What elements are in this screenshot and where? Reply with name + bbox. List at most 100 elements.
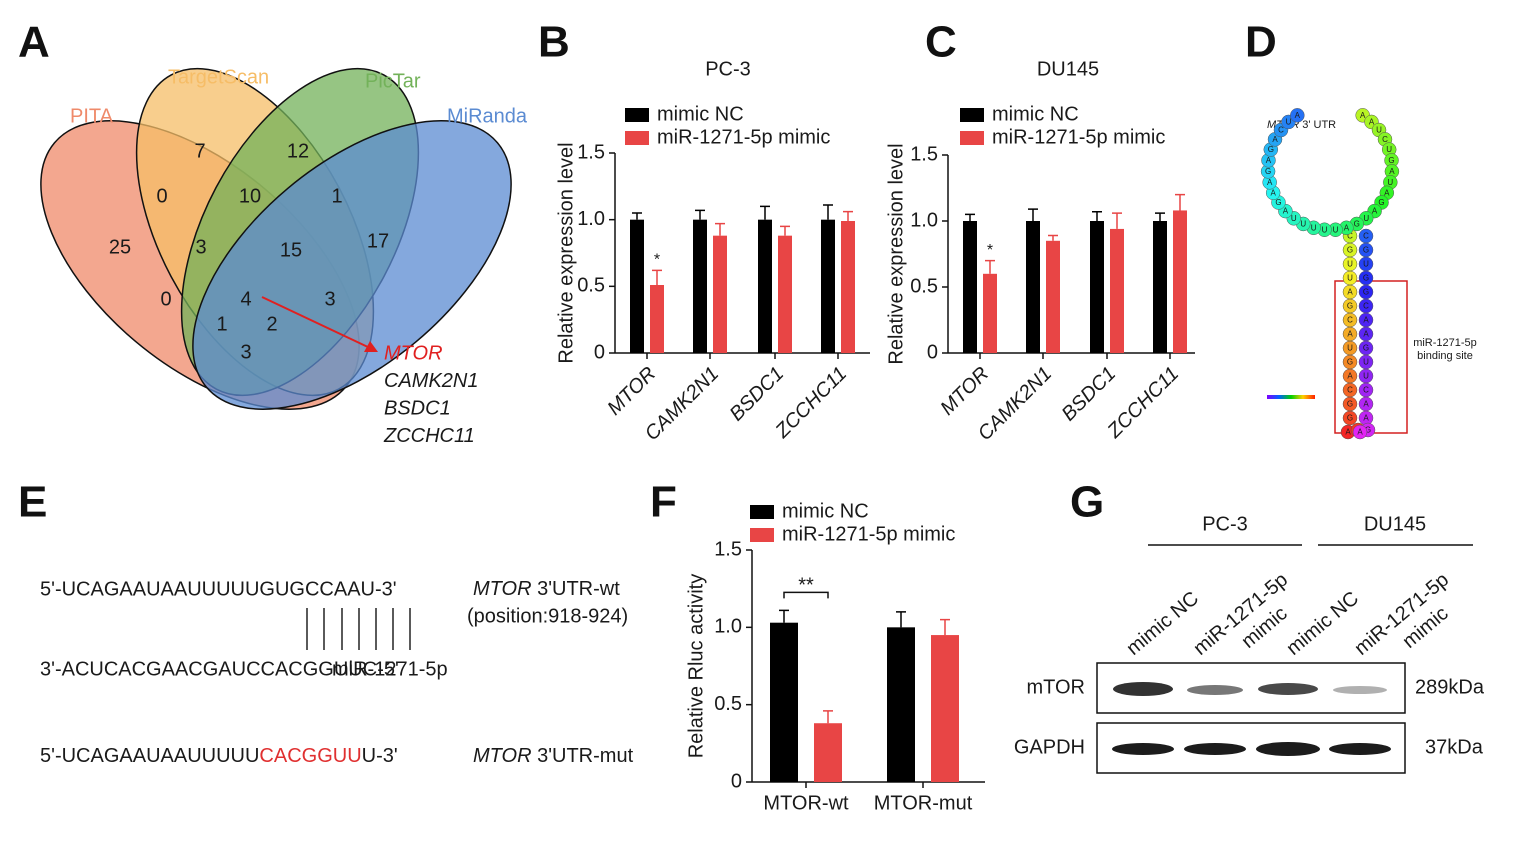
bar	[693, 219, 707, 353]
venn-count: 0	[156, 185, 167, 207]
panel-label: A	[18, 18, 50, 67]
pairing-lines	[306, 608, 411, 650]
x-tick-label: BSDC1	[1058, 363, 1121, 426]
nucleotide-letter: A	[1363, 330, 1369, 339]
nucleotide-letter: G	[1347, 414, 1353, 423]
group-label: PC-3	[1202, 513, 1248, 535]
bar	[770, 622, 798, 782]
nucleotide-letter: A	[1272, 135, 1278, 144]
color-scale	[1267, 395, 1315, 399]
bar	[814, 723, 842, 782]
venn-count: 10	[239, 185, 261, 207]
nucleotide-letter: U	[1363, 214, 1369, 223]
bar	[963, 221, 977, 353]
nucleotide-letter: U	[1311, 223, 1317, 232]
chart-title: DU145	[1037, 58, 1099, 80]
nucleotide-letter: A	[1363, 414, 1369, 423]
venn-count: 3	[324, 288, 335, 310]
nucleotide-letter: A	[1347, 330, 1353, 339]
nucleotide	[1352, 424, 1368, 440]
nucleotide-letter: G	[1265, 167, 1271, 176]
bar	[931, 635, 959, 782]
nucleotide-letter: G	[1378, 198, 1384, 207]
nucleotide-letter: A	[1363, 400, 1369, 409]
nucleotide-letter: G	[1347, 246, 1353, 255]
error-bar	[823, 204, 833, 220]
error-bar	[760, 205, 770, 220]
nucleotide-letter: G	[1354, 220, 1360, 229]
nucleotide-letter: C	[1347, 232, 1353, 241]
nucleotide-letter: A	[1283, 207, 1289, 216]
nucleotide-letter: G	[1275, 198, 1281, 207]
legend-swatch	[625, 108, 649, 122]
group-label: DU145	[1364, 513, 1426, 535]
legend-swatch	[960, 131, 984, 145]
error-bar	[652, 269, 662, 285]
bar	[1090, 221, 1104, 353]
panel-label: F	[650, 478, 677, 527]
y-tick-label: 0.5	[714, 693, 742, 715]
nucleotide-letter: A	[1369, 118, 1375, 127]
bar	[1026, 221, 1040, 353]
nucleotide-letter: G	[1347, 358, 1353, 367]
sequence: 5'-UCAGAAUAAUUUUUGUGCCAAU-3'	[40, 578, 397, 600]
y-axis-label: Relative expression level	[885, 143, 907, 364]
y-tick-label: 0	[731, 770, 742, 792]
error-bar	[965, 213, 975, 221]
mirna-label: miR-1271-5p	[332, 658, 448, 680]
sequence-label: MTOR 3'UTR-mut	[473, 745, 634, 767]
venn-count: 3	[195, 236, 206, 258]
legend-swatch	[625, 131, 649, 145]
error-bar	[940, 618, 950, 636]
nucleotide-letter: A	[1345, 428, 1351, 437]
lane-label: mimic NC	[1282, 587, 1363, 660]
legend-label: mimic NC	[782, 500, 869, 522]
nucleotide-letter: G	[1363, 246, 1369, 255]
venn-count: 25	[109, 236, 131, 258]
significance: *	[654, 252, 660, 269]
position: (position:918-924)	[467, 605, 628, 627]
error-bar	[695, 209, 705, 220]
error-bar	[1155, 212, 1165, 221]
venn-set-label: MiRanda	[447, 105, 528, 127]
x-tick-label: MTOR	[603, 363, 660, 420]
error-bar	[823, 710, 833, 724]
venn-set-label: PicTar	[365, 70, 421, 92]
venn-count: 0	[160, 288, 171, 310]
nucleotide-letter: C	[1347, 386, 1353, 395]
y-axis-label: Relative Rluc activity	[685, 574, 707, 759]
nucleotide-letter: U	[1363, 372, 1369, 381]
bar	[1110, 228, 1124, 353]
nucleotide-letter: C	[1278, 126, 1284, 135]
legend-swatch	[750, 505, 774, 519]
bar	[758, 219, 772, 353]
y-axis-label: Relative expression level	[555, 142, 577, 363]
nucleotide-letter: G	[1363, 344, 1369, 353]
venn-count: 7	[194, 140, 205, 162]
gene: CAMK2N1	[384, 370, 478, 392]
nucleotide-letter: C	[1363, 302, 1369, 311]
size-label: 289kDa	[1415, 676, 1485, 698]
venn-count: 12	[287, 140, 309, 162]
y-tick-label: 0.5	[910, 275, 938, 297]
nucleotide-letter: A	[1347, 288, 1353, 297]
arrow-head	[364, 341, 378, 352]
site-label: binding site	[1417, 350, 1473, 362]
bar	[821, 219, 835, 353]
error-bar	[1048, 234, 1058, 241]
gene: MTOR	[384, 342, 443, 364]
y-tick-label: 1.5	[910, 143, 938, 165]
nucleotide-letter: A	[1384, 188, 1390, 197]
nucleotide-letter: C	[1363, 386, 1369, 395]
nucleotide-letter: C	[1347, 316, 1353, 325]
bar	[1173, 210, 1187, 353]
y-tick-label: 1.0	[577, 208, 605, 230]
nucleotide-letter: A	[1389, 167, 1395, 176]
x-tick-label: MTOR-mut	[874, 792, 973, 814]
panel-label: D	[1245, 18, 1277, 67]
bar	[713, 235, 727, 353]
panel-label: C	[925, 18, 957, 67]
panel-label: G	[1070, 478, 1104, 527]
x-tick-label: BSDC1	[726, 363, 789, 426]
nucleotide-letter: G	[1388, 156, 1394, 165]
